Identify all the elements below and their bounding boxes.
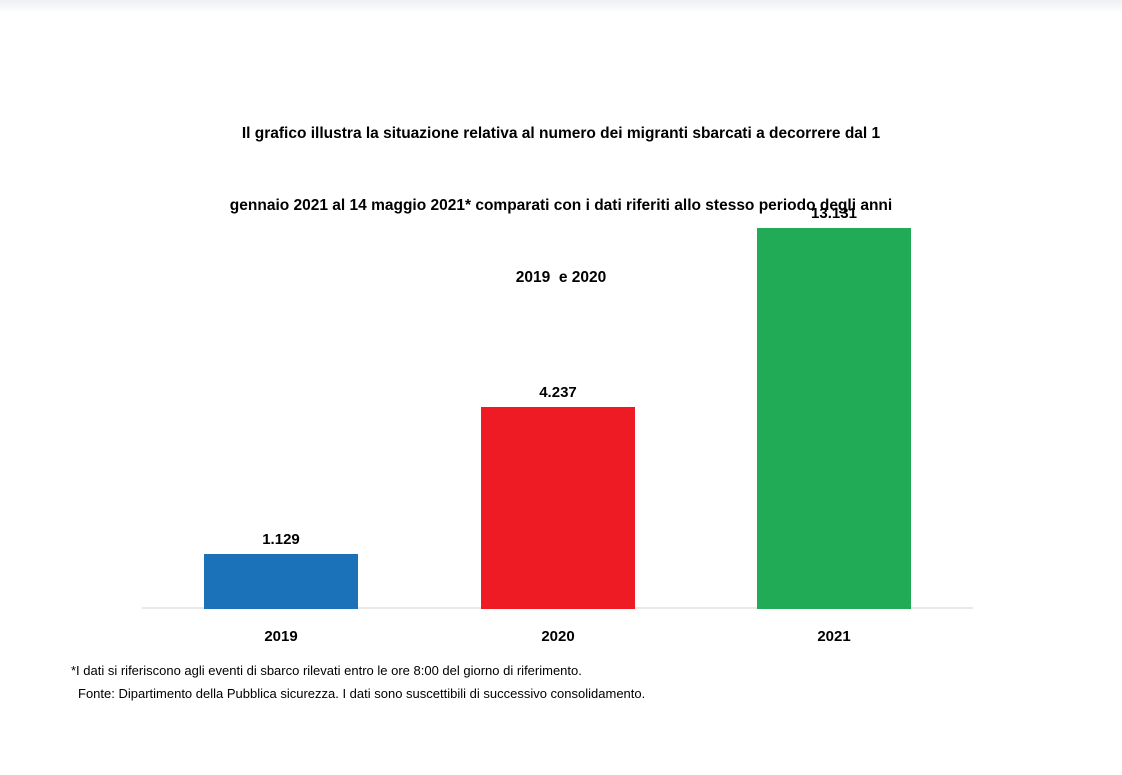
page-top-shadow [0, 0, 1122, 13]
bar-2020 [481, 407, 635, 609]
bar-group-2021: 13.131 2021 [757, 205, 911, 645]
chart-title-line-1: Il grafico illustra la situazione relati… [241, 125, 881, 142]
bar-2021 [757, 228, 911, 609]
chart-title-line-3: 2019 e 2020 [515, 269, 607, 286]
bar-value-label-2020: 4.237 [539, 384, 577, 401]
bar-group-2020: 4.237 2020 [481, 384, 635, 645]
bar-group-2019: 1.129 2019 [204, 531, 358, 645]
footnote-source: Fonte: Dipartimento della Pubblica sicur… [78, 686, 646, 701]
footnote-asterisk: *I dati si riferiscono agli eventi di sb… [71, 663, 582, 678]
bar-value-label-2019: 1.129 [262, 531, 300, 548]
x-axis-label-2020: 2020 [541, 628, 575, 645]
chart-title-line-2: gennaio 2021 al 14 maggio 2021* comparat… [229, 197, 893, 214]
chart-footnotes: *I dati si riferiscono agli eventi di sb… [71, 659, 645, 705]
bar-value-label-2021: 13.131 [811, 205, 857, 222]
x-axis-label-2019: 2019 [264, 628, 298, 645]
chart-title: Il grafico illustra la situazione relati… [151, 74, 971, 314]
x-axis-label-2021: 2021 [817, 628, 851, 645]
bar-2019 [204, 554, 358, 609]
